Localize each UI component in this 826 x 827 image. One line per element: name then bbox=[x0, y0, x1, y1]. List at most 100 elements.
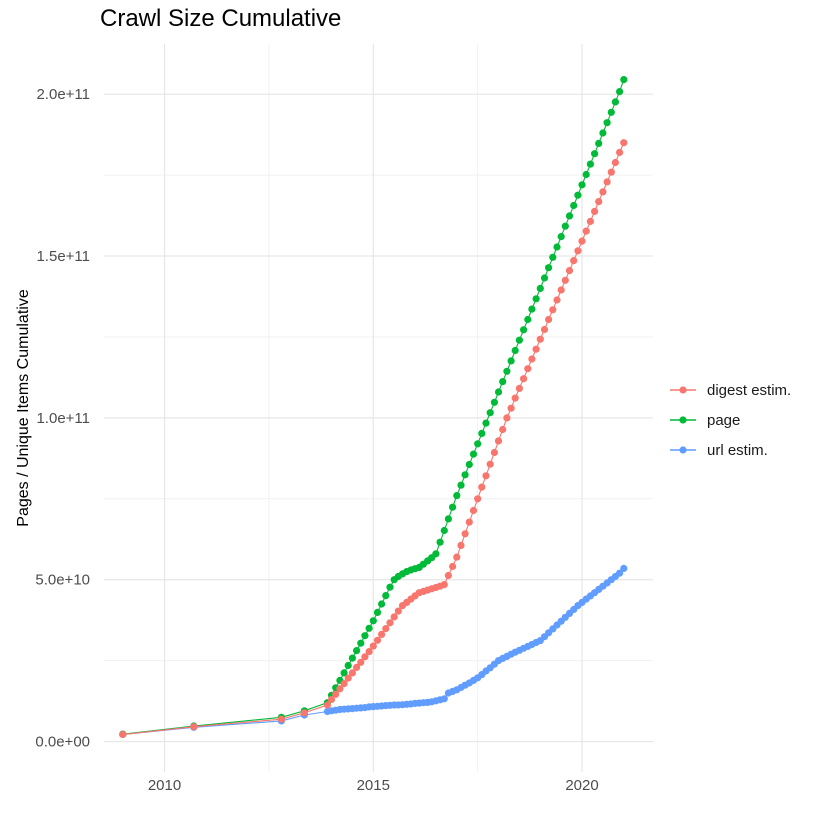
series-point-page bbox=[511, 346, 519, 355]
series-point-digest-estim bbox=[620, 139, 628, 147]
x-tick-label: 2015 bbox=[357, 777, 390, 794]
legend-item-page: page bbox=[668, 410, 791, 430]
series-point-digest-estim bbox=[490, 448, 498, 457]
series-point-page bbox=[436, 538, 444, 546]
series-point-digest-estim bbox=[611, 158, 620, 167]
series-point-page bbox=[503, 367, 511, 375]
series-point-digest-estim bbox=[536, 335, 544, 343]
series-point-page bbox=[469, 450, 478, 458]
series-point-page bbox=[520, 326, 528, 334]
series-point-digest-estim bbox=[453, 553, 461, 561]
legend-item-digest-estim: digest estim. bbox=[668, 380, 791, 400]
legend-item-url-estim: url estim. bbox=[668, 440, 791, 460]
series-point-digest-estim bbox=[515, 384, 524, 392]
series-point-page bbox=[595, 139, 603, 147]
series-point-page bbox=[340, 669, 348, 677]
series-point-digest-estim bbox=[565, 267, 574, 275]
legend-label-page: page bbox=[707, 411, 741, 429]
series-point-page bbox=[565, 212, 574, 220]
y-tick-label: 1.5e+11 bbox=[36, 248, 90, 265]
series-point-digest-estim bbox=[595, 198, 603, 206]
series-point-digest-estim bbox=[503, 414, 511, 422]
series-point-page bbox=[382, 592, 390, 600]
url-series-key-icon bbox=[670, 446, 696, 454]
series-point-digest-estim bbox=[465, 518, 473, 526]
series-point-digest-estim bbox=[494, 437, 503, 445]
legend-label-url-estim: url estim. bbox=[707, 441, 768, 459]
series-point-digest-estim bbox=[340, 680, 348, 688]
series-point-digest-estim bbox=[190, 723, 198, 731]
series-point-digest-estim bbox=[277, 715, 285, 723]
series-point-digest-estim bbox=[449, 562, 457, 571]
series-point-digest-estim bbox=[332, 690, 340, 698]
series-point-page bbox=[474, 440, 482, 448]
series-point-page bbox=[499, 378, 507, 386]
series-point-page bbox=[373, 608, 382, 617]
series-point-digest-estim bbox=[499, 425, 507, 434]
series-point-page bbox=[507, 357, 515, 365]
y-tick-label: 1.0e+11 bbox=[36, 410, 90, 427]
series-point-page bbox=[365, 624, 373, 632]
series-point-digest-estim bbox=[486, 460, 494, 468]
series-point-digest-estim bbox=[357, 658, 365, 666]
series-point-digest-estim bbox=[586, 217, 595, 225]
series-point-page bbox=[515, 336, 524, 344]
series-point-page bbox=[361, 632, 369, 640]
series-point-page bbox=[620, 76, 628, 84]
series-point-digest-estim bbox=[599, 188, 607, 196]
series-point-digest-estim bbox=[528, 355, 536, 363]
series-point-page bbox=[578, 181, 586, 189]
series-point-digest-estim bbox=[365, 648, 373, 656]
legend-label-digest-estim: digest estim. bbox=[707, 381, 792, 399]
series-point-digest-estim bbox=[607, 168, 615, 176]
series-point-digest-estim bbox=[591, 207, 599, 215]
series-point-digest-estim bbox=[469, 506, 478, 515]
series-point-page bbox=[561, 222, 569, 230]
series-point-digest-estim bbox=[549, 306, 557, 314]
series-point-page bbox=[524, 315, 532, 324]
series-point-digest-estim bbox=[582, 227, 590, 235]
series-point-digest-estim bbox=[603, 178, 611, 186]
series-point-page bbox=[453, 492, 461, 500]
y-tick-label: 2.0e+11 bbox=[36, 86, 90, 103]
series-point-digest-estim bbox=[524, 365, 532, 373]
series-point-page bbox=[449, 503, 457, 511]
legend: digest estim. page url estim. bbox=[668, 380, 791, 460]
series-point-digest-estim bbox=[440, 581, 448, 589]
series-point-digest-estim bbox=[616, 148, 624, 156]
series-point-digest-estim bbox=[574, 247, 582, 255]
series-point-digest-estim bbox=[520, 375, 528, 383]
series-point-page bbox=[540, 274, 549, 282]
series-point-page bbox=[532, 295, 540, 303]
series-point-digest-estim bbox=[457, 541, 465, 550]
series-point-page bbox=[440, 526, 448, 535]
page-series-key-icon bbox=[670, 416, 696, 424]
series-point-page bbox=[494, 388, 503, 396]
series-point-page bbox=[465, 460, 473, 469]
series-point-page bbox=[570, 201, 578, 210]
series-point-digest-estim bbox=[545, 315, 553, 324]
series-point-digest-estim bbox=[390, 613, 398, 621]
series-point-digest-estim bbox=[344, 674, 352, 682]
series-point-page bbox=[528, 305, 536, 313]
x-tick-label: 2020 bbox=[565, 777, 598, 794]
series-point-url-estim bbox=[616, 569, 624, 577]
series-point-digest-estim bbox=[444, 571, 452, 580]
series-point-digest-estim bbox=[561, 276, 569, 284]
series-point-page bbox=[557, 233, 565, 241]
series-point-page bbox=[553, 243, 561, 251]
series-point-page bbox=[536, 284, 544, 292]
series-point-digest-estim bbox=[461, 530, 469, 538]
chart-title: Crawl Size Cumulative bbox=[100, 5, 342, 32]
series-point-page bbox=[616, 88, 624, 96]
series-point-digest-estim bbox=[373, 636, 382, 644]
series-point-page bbox=[457, 481, 465, 489]
series-point-page bbox=[344, 661, 352, 670]
series-point-digest-estim bbox=[540, 325, 549, 334]
y-tick-label: 0.0e+00 bbox=[35, 734, 90, 751]
series-point-page bbox=[478, 429, 486, 437]
series-point-page bbox=[486, 409, 494, 417]
series-point-page bbox=[582, 170, 590, 179]
series-point-digest-estim bbox=[353, 663, 361, 672]
